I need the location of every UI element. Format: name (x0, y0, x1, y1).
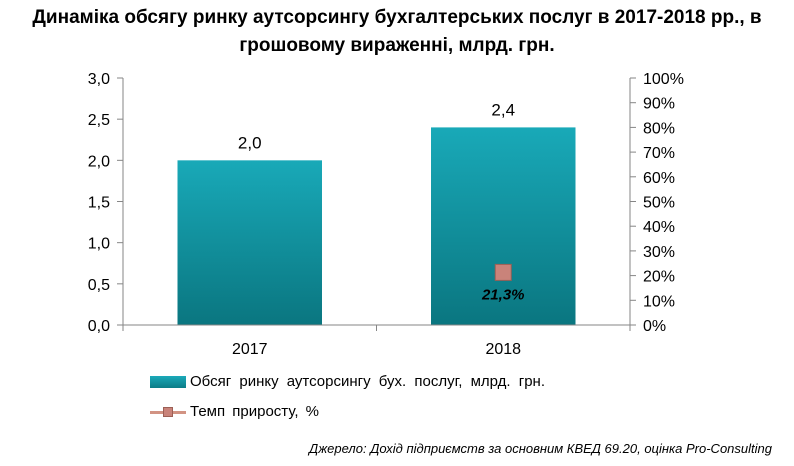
legend-label-growth: Темп приросту, % (190, 403, 320, 420)
legend-line-swatch (150, 406, 186, 418)
source-note: Джерело: Дохід підприємств за основним К… (309, 441, 772, 456)
right-tick-label: 40% (643, 219, 675, 236)
left-tick-label: 2,0 (88, 153, 110, 170)
bar-data-label: 2,0 (238, 133, 262, 152)
x-tick-label: 2018 (485, 341, 521, 358)
legend-bar-swatch (150, 375, 186, 388)
bar-series: 2,0 2,4 (177, 100, 576, 326)
bar-data-label: 2,4 (491, 100, 515, 119)
right-tick-label: 100% (643, 71, 684, 88)
right-tick-label: 90% (643, 96, 675, 113)
chart-title: Динаміка обсягу ринку аутсорсингу бухгал… (32, 7, 762, 56)
right-tick-label: 50% (643, 195, 675, 212)
legend-item-volume: Обсяг ринку аутсорсингу бух. послуг, млр… (150, 373, 545, 390)
x-tick-label: 2017 (232, 341, 268, 358)
right-tick-label: 80% (643, 120, 675, 137)
x-axis: 2017 2018 (122, 324, 631, 358)
left-tick-label: 0,5 (88, 277, 110, 294)
right-tick-label: 10% (643, 293, 675, 310)
legend-item-growth: Темп приросту, % (150, 403, 319, 420)
right-axis: 0% 10% 20% 30% 40% 50% 60% 70% 80% 90% 100% (629, 71, 684, 335)
right-tick-label: 20% (643, 269, 675, 286)
left-tick-label: 1,0 (88, 236, 110, 253)
bar (431, 127, 576, 326)
bar (177, 160, 322, 325)
growth-series: 21,3% (481, 263, 525, 303)
growth-data-label: 21,3% (481, 286, 525, 303)
left-tick-label: 1,5 (88, 195, 110, 212)
growth-point (494, 263, 512, 281)
right-tick-label: 30% (643, 244, 675, 261)
right-tick-label: 60% (643, 170, 675, 187)
left-tick-label: 0,0 (88, 318, 110, 335)
right-tick-label: 0% (643, 318, 666, 335)
left-tick-label: 2,5 (88, 112, 110, 129)
left-tick-label: 3,0 (88, 71, 110, 88)
left-axis: 0,0 0,5 1,0 1,5 2,0 2,5 3,0 (88, 71, 124, 335)
right-tick-label: 70% (643, 145, 675, 162)
legend-label-volume: Обсяг ринку аутсорсингу бух. послуг, млр… (190, 373, 545, 390)
